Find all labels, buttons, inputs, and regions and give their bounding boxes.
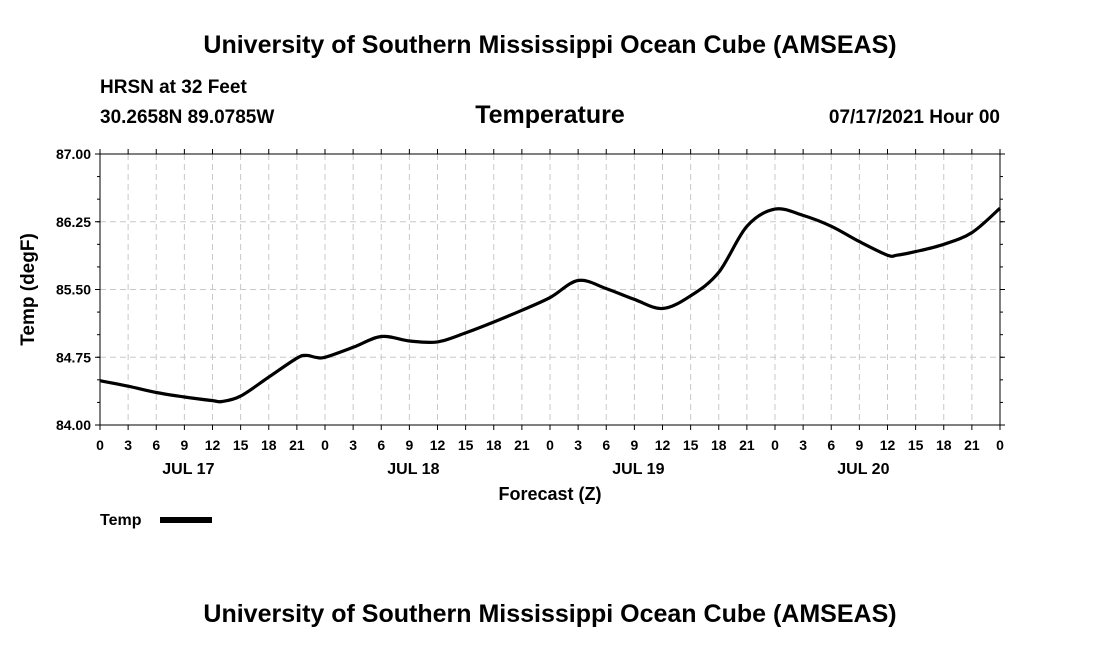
x-tick-label: 6	[377, 437, 385, 453]
x-tick-label: 18	[936, 437, 952, 453]
x-tick-label: 3	[799, 437, 807, 453]
y-tick-label: 87.00	[56, 146, 91, 162]
y-tick-label: 85.50	[56, 282, 91, 298]
chart-title: Temperature	[475, 101, 625, 129]
x-tick-label: 6	[827, 437, 835, 453]
x-tick-label: 21	[964, 437, 980, 453]
x-tick-label: 21	[289, 437, 305, 453]
day-label: JUL 18	[387, 461, 439, 478]
x-tick-label: 6	[152, 437, 160, 453]
day-label: JUL 20	[837, 461, 889, 478]
footer-title: University of Southern Mississippi Ocean…	[203, 600, 897, 628]
x-tick-label: 12	[880, 437, 896, 453]
x-tick-label: 21	[739, 437, 755, 453]
x-tick-label: 0	[96, 437, 104, 453]
x-tick-label: 3	[349, 437, 357, 453]
x-tick-label: 0	[321, 437, 329, 453]
x-tick-label: 15	[908, 437, 924, 453]
x-tick-label: 0	[996, 437, 1004, 453]
series-line-temp	[99, 206, 1002, 404]
x-tick-label: 9	[855, 437, 863, 453]
x-tick-label: 3	[574, 437, 582, 453]
x-tick-label: 18	[711, 437, 727, 453]
coordinates-label: 30.2658N 89.0785W	[100, 107, 275, 128]
x-tick-label: 12	[655, 437, 671, 453]
x-axis: 0 3 6 9 12 15 18 21 0 3 6 9 12 15 18 21 0 3 6 9 12 15 18 21 0 3 6 9…	[96, 149, 1004, 478]
x-tick-label: 0	[546, 437, 554, 453]
x-tick-label: 15	[233, 437, 249, 453]
legend: Temp	[100, 512, 212, 529]
day-label: JUL 19	[612, 461, 664, 478]
x-tick-label: 6	[602, 437, 610, 453]
x-axis-label: Forecast (Z)	[498, 484, 601, 504]
x-tick-label: 18	[261, 437, 277, 453]
x-tick-label: 21	[514, 437, 530, 453]
x-tick-label: 9	[405, 437, 413, 453]
y-tick-label: 84.00	[56, 417, 91, 433]
x-tick-label: 0	[771, 437, 779, 453]
x-tick-label: 3	[124, 437, 132, 453]
x-tick-label: 12	[430, 437, 446, 453]
series-layer	[99, 206, 1002, 404]
day-label: JUL 17	[162, 461, 214, 478]
legend-label: Temp	[100, 512, 142, 529]
page-title: University of Southern Mississippi Ocean…	[203, 31, 897, 59]
forecast-datetime: 07/17/2021 Hour 00	[828, 107, 1000, 128]
y-tick-label: 86.25	[56, 214, 91, 230]
x-tick-label: 15	[683, 437, 699, 453]
x-tick-label: 15	[458, 437, 474, 453]
x-tick-label: 12	[205, 437, 221, 453]
x-tick-label: 18	[486, 437, 502, 453]
x-tick-label: 9	[630, 437, 638, 453]
y-axis: 84.00 84.75 85.50 86.25 87.00	[56, 146, 1005, 433]
y-axis-label: Temp (degF)	[18, 233, 39, 346]
y-tick-label: 84.75	[56, 349, 91, 365]
grid-lines	[100, 154, 1000, 425]
station-label: HRSN at 32 Feet	[100, 77, 247, 98]
x-tick-label: 9	[180, 437, 188, 453]
plot-frame	[99, 153, 1001, 426]
